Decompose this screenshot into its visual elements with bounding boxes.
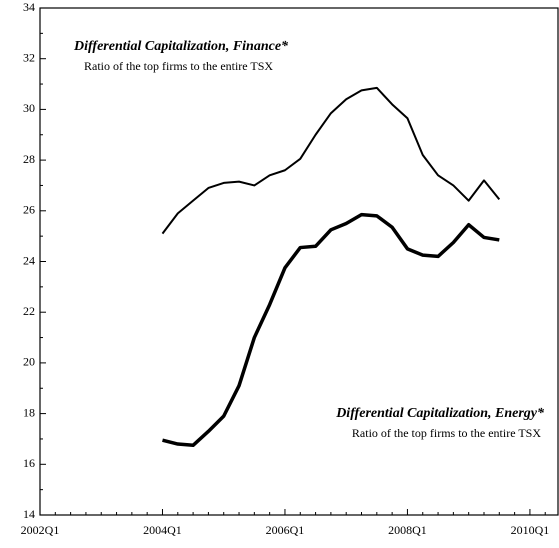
x-tick-label: 2006Q1 xyxy=(266,523,305,537)
y-tick-label: 16 xyxy=(23,456,35,470)
annotation-title: Differential Capitalization, Finance* xyxy=(73,39,289,54)
y-tick-label: 34 xyxy=(23,0,35,14)
annotation-text: Ratio of the top firms to the entire TSX xyxy=(352,426,541,440)
annotation-text: Ratio of the top firms to the entire TSX xyxy=(84,59,273,73)
y-tick-label: 26 xyxy=(23,203,35,217)
x-tick-label: 2004Q1 xyxy=(143,523,182,537)
x-tick-label: 2008Q1 xyxy=(388,523,427,537)
x-tick-label: 2002Q1 xyxy=(21,523,60,537)
y-tick-label: 24 xyxy=(23,253,35,267)
annotation-title: Differential Capitalization, Energy* xyxy=(335,406,545,421)
y-tick-label: 20 xyxy=(23,355,35,369)
y-tick-label: 28 xyxy=(23,152,35,166)
series-line xyxy=(161,86,501,235)
y-tick-label: 18 xyxy=(23,405,35,419)
y-tick-label: 14 xyxy=(23,507,35,521)
y-tick-label: 32 xyxy=(23,50,35,64)
series-line xyxy=(162,212,500,448)
x-tick-label: 2010Q1 xyxy=(511,523,550,537)
y-tick-label: 22 xyxy=(23,304,35,318)
y-tick-label: 30 xyxy=(23,101,35,115)
